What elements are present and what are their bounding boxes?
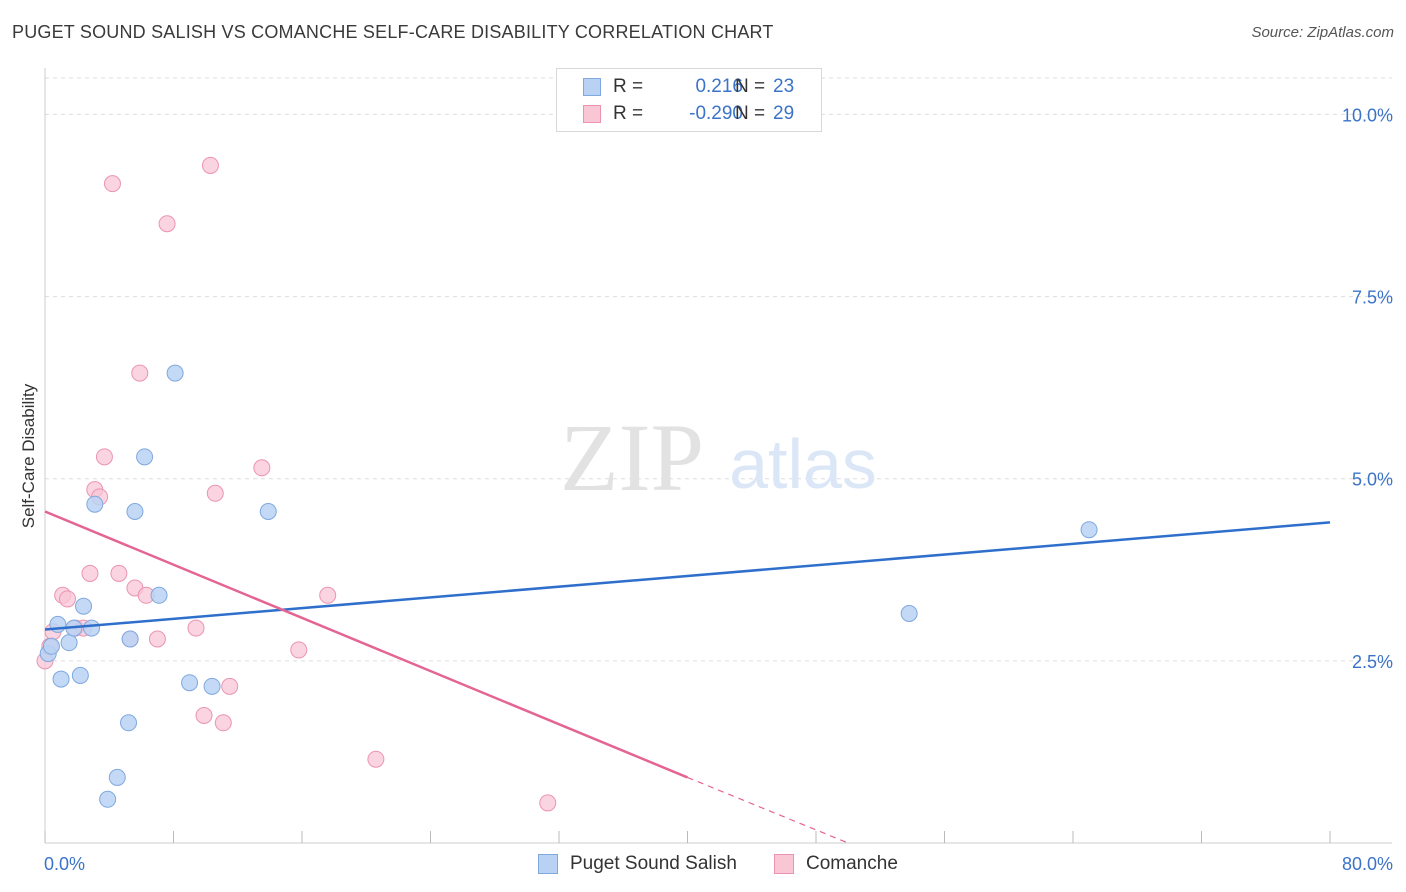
y-axis-label: Self-Care Disability bbox=[19, 383, 38, 529]
comanche-point bbox=[158, 215, 176, 233]
comanche-point bbox=[103, 175, 121, 193]
puget-sound-salish-point bbox=[166, 364, 184, 382]
comanche-point bbox=[58, 590, 76, 608]
legend-label-comanche: Comanche bbox=[806, 853, 898, 874]
comanche-point bbox=[214, 714, 232, 732]
comanche-point bbox=[195, 707, 213, 724]
y-tick-label: 5.0% bbox=[1352, 470, 1393, 490]
tick-labels: 2.5% 5.0% 7.5% 10.0% 0.0% 80.0% bbox=[44, 105, 1393, 874]
comanche-point bbox=[367, 750, 385, 768]
puget-sound-salish-point bbox=[52, 670, 70, 688]
comanche-point bbox=[206, 484, 224, 502]
legend-swatch-pink bbox=[774, 854, 794, 874]
puget-sound-salish-point bbox=[120, 714, 138, 732]
correlation-legend: R = 0.216 N = 23 R = -0.290 N = 29 bbox=[556, 68, 822, 132]
puget-sound-salish-point bbox=[42, 637, 60, 655]
legend-r-value: 0.216 bbox=[695, 76, 743, 97]
comanche-point bbox=[81, 564, 99, 582]
legend-r-label: R = bbox=[613, 103, 644, 124]
legend-n-label: N = bbox=[735, 103, 766, 124]
x-tick-label-min: 0.0% bbox=[44, 854, 85, 874]
puget-sound-salish-point bbox=[121, 630, 139, 648]
trend-lines bbox=[44, 510, 1331, 844]
legend-n-value: 23 bbox=[773, 76, 795, 97]
legend-swatch-blue bbox=[538, 854, 558, 874]
legend-swatch-blue bbox=[583, 78, 601, 96]
comanche-point bbox=[148, 630, 166, 648]
comanche-trendline-extension bbox=[687, 776, 849, 844]
puget-sound-salish-point bbox=[71, 666, 89, 684]
source-label: Source: ZipAtlas.com bbox=[1251, 24, 1394, 41]
puget-sound-salish-point bbox=[181, 674, 199, 692]
comanche-point bbox=[201, 156, 219, 174]
puget-sound-salish-point bbox=[136, 448, 154, 466]
comanche-point bbox=[253, 459, 271, 477]
puget-sound-salish-point bbox=[60, 634, 78, 652]
puget-sound-salish-trendline bbox=[44, 521, 1331, 631]
watermark-zip: ZIP bbox=[560, 404, 704, 511]
x-tick-label-max: 80.0% bbox=[1342, 854, 1393, 874]
comanche-trendline bbox=[44, 510, 688, 779]
legend-label-puget: Puget Sound Salish bbox=[570, 853, 737, 874]
puget-sound-salish-point bbox=[1080, 521, 1098, 539]
legend-r-value: -0.290 bbox=[689, 103, 743, 124]
legend-r-label: R = bbox=[613, 76, 644, 97]
watermark: ZIP atlas bbox=[560, 404, 877, 511]
comanche-point bbox=[319, 586, 337, 604]
comanche-point bbox=[131, 364, 149, 382]
puget-sound-salish-point bbox=[126, 503, 144, 520]
legend-n-value: 29 bbox=[773, 103, 795, 124]
chart-title: PUGET SOUND SALISH VS COMANCHE SELF-CARE… bbox=[12, 22, 774, 42]
comanche-point bbox=[110, 564, 128, 582]
puget-sound-salish-point bbox=[83, 619, 101, 637]
watermark-atlas: atlas bbox=[729, 425, 877, 503]
comanche-points bbox=[36, 156, 557, 812]
series-legend: Puget Sound Salish Comanche bbox=[0, 852, 1406, 878]
puget-sound-salish-point bbox=[203, 677, 221, 695]
puget-sound-salish-point bbox=[75, 597, 93, 615]
comanche-point bbox=[187, 619, 205, 637]
axes-layer bbox=[44, 68, 1392, 844]
comanche-point bbox=[539, 794, 557, 812]
comanche-point bbox=[221, 677, 239, 695]
puget-sound-salish-point bbox=[86, 495, 104, 513]
legend-swatch-pink bbox=[583, 105, 601, 123]
puget-sound-salish-point bbox=[108, 768, 126, 786]
puget-sound-salish-point bbox=[900, 605, 918, 622]
puget-sound-salish-point bbox=[150, 586, 168, 604]
puget-sound-salish-points bbox=[39, 364, 1098, 808]
comanche-point bbox=[290, 641, 308, 659]
comanche-point bbox=[95, 448, 113, 466]
y-tick-label: 10.0% bbox=[1342, 105, 1393, 125]
y-tick-label: 2.5% bbox=[1352, 652, 1393, 672]
legend-n-label: N = bbox=[735, 76, 766, 97]
puget-sound-salish-point bbox=[99, 790, 117, 808]
y-tick-label: 7.5% bbox=[1352, 288, 1393, 308]
puget-sound-salish-point bbox=[259, 503, 277, 520]
